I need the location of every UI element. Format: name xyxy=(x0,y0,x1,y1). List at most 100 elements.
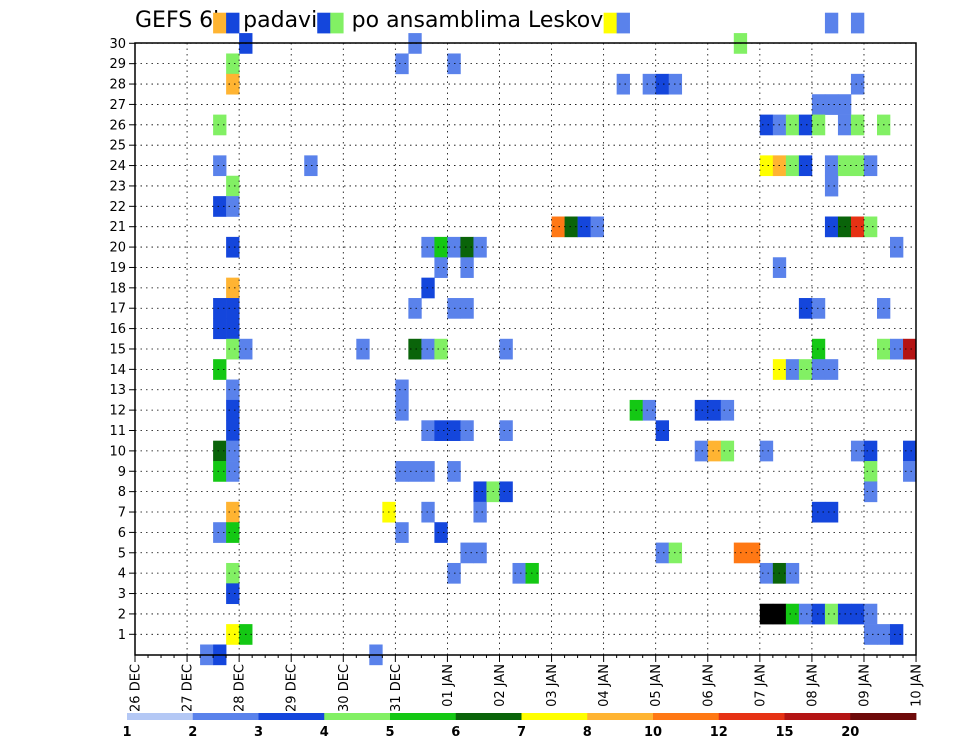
heatmap-cell xyxy=(226,12,240,34)
heatmap-cell xyxy=(863,440,878,462)
heatmap-cell xyxy=(512,562,526,584)
heatmap-cell xyxy=(824,94,839,115)
x-tick-label: 27 DEC xyxy=(181,664,196,712)
heatmap-cell xyxy=(811,501,826,523)
x-tick-label: 05 JAN xyxy=(649,664,664,707)
heatmap-cell xyxy=(213,114,227,136)
x-tick-label: 28 DEC xyxy=(233,664,248,712)
heatmap-cell xyxy=(824,359,839,380)
heatmap-cell xyxy=(811,94,826,115)
heatmap-cell xyxy=(226,420,240,441)
heatmap-cell xyxy=(226,440,240,462)
heatmap-cell xyxy=(421,461,435,482)
heatmap-cell xyxy=(746,542,761,564)
x-tick-label: 01 JAN xyxy=(441,664,456,707)
heatmap-cell xyxy=(226,196,240,217)
colorbar-swatch xyxy=(850,713,917,720)
x-tick-label: 03 JAN xyxy=(545,664,560,707)
heatmap-cell xyxy=(473,542,487,564)
heatmap-cell xyxy=(226,236,240,258)
x-tick-label: 08 JAN xyxy=(805,664,820,707)
heatmap-cell xyxy=(434,522,448,543)
heatmap-cell xyxy=(421,338,435,360)
heatmap-cell xyxy=(811,359,826,380)
heatmap-cell xyxy=(707,399,722,421)
heatmap-cell xyxy=(356,338,370,360)
heatmap-cell xyxy=(824,216,839,238)
heatmap-cell xyxy=(863,624,878,645)
colorbar-label: 20 xyxy=(841,725,859,740)
colorbar: 1 2 3 4 5 6 7 8 10 12 15 20 xyxy=(122,713,917,740)
heatmap-cell xyxy=(811,114,826,136)
heatmap-cell xyxy=(421,501,435,523)
y-tick-label: 29 xyxy=(109,57,126,72)
colorbar-swatch xyxy=(127,713,194,720)
heatmap-cell xyxy=(785,155,800,177)
heatmap-cell xyxy=(642,73,656,95)
heatmap-cell xyxy=(408,338,422,360)
heatmap-cell xyxy=(850,603,865,625)
x-tick-label: 09 JAN xyxy=(857,664,872,707)
heatmap-cell xyxy=(903,440,917,462)
heatmap-cell xyxy=(707,440,722,462)
heatmap-cell xyxy=(226,53,240,75)
heatmap-cell xyxy=(226,298,240,319)
y-tick-label: 17 xyxy=(109,302,126,317)
heatmap-cell xyxy=(434,236,448,258)
heatmap-cell xyxy=(655,73,670,95)
heatmap-cell xyxy=(213,359,227,380)
y-tick-label: 27 xyxy=(109,98,126,113)
heatmap-cell xyxy=(226,562,240,584)
colorbar-swatch xyxy=(718,713,785,720)
y-tick-label: 1 xyxy=(118,628,126,643)
heatmap-cell xyxy=(499,481,513,503)
y-tick-label: 3 xyxy=(118,587,126,602)
heatmap-cell xyxy=(564,216,578,238)
heatmap-cell xyxy=(434,257,448,278)
y-tick-label: 7 xyxy=(118,506,126,521)
heatmap-cell xyxy=(798,155,813,177)
y-tick-label: 11 xyxy=(109,424,126,439)
heatmap-cell xyxy=(226,461,240,482)
heatmap-cell xyxy=(890,338,904,360)
heatmap-cell xyxy=(824,155,839,177)
heatmap-cell xyxy=(226,73,240,95)
heatmap-cell xyxy=(603,12,617,34)
heatmap-cell xyxy=(616,12,630,34)
heatmap-cell xyxy=(850,114,865,136)
colorbar-swatch xyxy=(258,713,325,720)
heatmap-cell xyxy=(226,501,240,523)
heatmap-cell xyxy=(863,481,878,503)
heatmap-cell xyxy=(694,440,709,462)
heatmap-cell xyxy=(226,583,240,605)
heatmap-cell xyxy=(759,603,774,625)
y-tick-label: 10 xyxy=(109,444,126,459)
y-tick-label: 12 xyxy=(109,404,126,419)
heatmap-cell xyxy=(304,155,318,177)
heatmap-cell xyxy=(395,399,409,421)
heatmap-cell xyxy=(759,562,774,584)
heatmap-cell xyxy=(213,522,227,543)
y-tick-label: 21 xyxy=(109,220,126,235)
colorbar-swatch xyxy=(390,713,457,720)
heatmap-cell xyxy=(213,298,227,319)
heatmap-cell xyxy=(226,175,240,197)
heatmap-cell xyxy=(460,542,474,564)
colorbar-label: 6 xyxy=(451,725,460,740)
heatmap-cell xyxy=(903,338,917,360)
y-tick-label: 13 xyxy=(109,383,126,398)
heatmap-cell xyxy=(460,257,474,278)
heatmap-cell xyxy=(226,379,240,401)
heatmap-cell xyxy=(499,338,513,360)
y-tick-label: 18 xyxy=(109,281,126,296)
heatmap-cell xyxy=(616,73,630,95)
y-tick-label: 19 xyxy=(109,261,126,276)
x-tick-label: 02 JAN xyxy=(493,664,508,707)
x-tick-label: 06 JAN xyxy=(701,664,716,707)
heatmap-cell xyxy=(213,155,227,177)
heatmap-cell xyxy=(213,440,227,462)
heatmap-cell xyxy=(473,236,487,258)
colorbar-label: 4 xyxy=(320,725,329,740)
heatmap-cell xyxy=(395,461,409,482)
